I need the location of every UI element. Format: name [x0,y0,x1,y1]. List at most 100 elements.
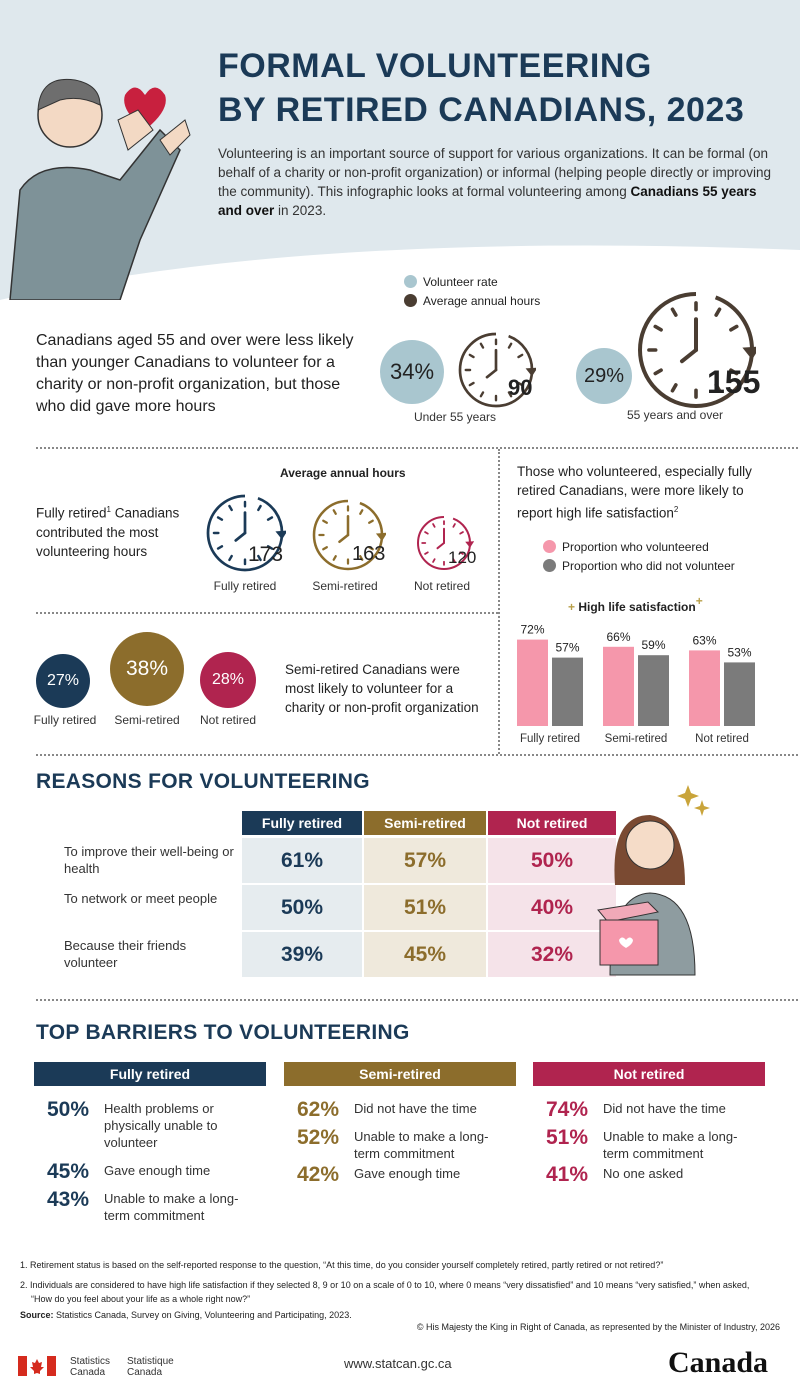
rate-under-55: 34% [380,340,444,404]
header-not: Not retired [488,811,616,835]
reason-label: Because their friends volunteer [64,938,187,970]
barrier-text: Gave enough time [104,1163,211,1178]
footnote-1: 1. Retirement status is based on the sel… [20,1260,664,1270]
reason-value: 57% [364,838,486,883]
barrier-pct: 62% [297,1098,340,1121]
rate-fully: 27% [36,654,90,708]
barrier-pct: 42% [297,1163,340,1186]
clock-icon [458,332,536,408]
reason-value: 45% [364,932,486,977]
barrier-pct: 51% [546,1126,589,1149]
barrier-pct: 41% [546,1163,589,1186]
clock-icon [206,494,286,572]
footnote-2: 2. Individuals are considered to have hi… [20,1280,750,1304]
barrier-header: Semi-retired [284,1062,516,1086]
barriers-title: TOP BARRIERS TO VOLUNTEERING [36,1021,410,1044]
barrier-text: Unable to make a long-term commitment [603,1129,738,1161]
label-55-over: 55 years and over [626,408,724,422]
canada-flag-icon [18,1356,56,1376]
hours-title: Average annual hours [280,466,406,480]
barrier-pct: 50% [47,1098,90,1121]
barrier-pct: 43% [47,1188,90,1211]
rate-55-over: 29% [576,348,632,404]
reason-value: 40% [488,885,616,930]
chart-title: + High life satisfaction+ [568,594,703,614]
age-statement: Canadians aged 55 and over were less lik… [36,332,354,415]
category-label: Not retired [695,733,749,745]
label: Fully retired [33,713,97,727]
label: Semi-retired [114,713,180,727]
category-label: Fully retired [520,733,580,745]
barrier-text: No one asked [603,1166,684,1181]
hours-fully: 173 [248,543,284,566]
divider [36,447,798,449]
barrier-text: Unable to make a long-term commitment [104,1191,239,1223]
bar-value-label: 53% [727,645,751,659]
barrier-pct: 74% [546,1098,589,1121]
rates-statement: Semi-retired Canadians were most likely … [285,662,479,715]
header-fully: Fully retired [242,811,362,835]
barrier-text: Health problems or physically unable to … [104,1101,218,1150]
divider [36,754,798,756]
label: Not retired [199,713,257,727]
divider [36,999,798,1001]
label: Fully retired [213,579,277,593]
copyright: © His Majesty the King in Right of Canad… [416,1322,780,1332]
barrier-pct: 52% [297,1126,340,1149]
intro-text: Volunteering is an important source of s… [218,146,772,218]
divider [36,612,498,614]
category-label: Semi-retired [605,733,668,745]
hours-statement: Fully retired1 Canadians contributed the… [36,505,180,559]
bar-did-not-volunteer [638,655,669,726]
clock-icon [417,516,474,570]
divider [498,449,500,754]
bar-volunteered [517,639,548,726]
reason-value: 50% [242,885,362,930]
clock-icon [638,292,756,408]
label-under-55: Under 55 years [413,410,497,424]
statcan-fr: Statistique Canada [127,1356,174,1378]
bar-value-label: 72% [520,623,544,637]
hours-55-over: 155 [707,364,761,400]
source: Source: Statistics Canada, Survey on Giv… [20,1310,352,1320]
reasons-title: REASONS FOR VOLUNTEERING [36,770,370,793]
bar-volunteered [603,646,634,726]
label: Semi-retired [312,579,378,593]
barrier-text: Did not have the time [603,1101,726,1116]
rate-semi: 38% [110,632,184,706]
page-title: FORMAL VOLUNTEERING BY RETIRED CANADIANS,… [218,47,745,129]
barrier-text: Did not have the time [354,1101,477,1116]
barrier-header: Not retired [533,1062,765,1086]
barrier-header: Fully retired [34,1062,266,1086]
website-link[interactable]: www.statcan.gc.ca [344,1356,452,1371]
canada-wordmark: Canada [668,1346,769,1379]
barrier-pct: 45% [47,1160,90,1183]
reason-label: To improve their well-being or health [64,844,234,876]
rate-not: 28% [200,652,256,708]
satisfaction-statement: Those who volunteered, especially fully … [517,464,752,521]
reason-label: To network or meet people [64,891,218,906]
bar-did-not-volunteer [552,657,583,726]
bar-volunteered [689,650,720,726]
man-with-heart-illustration [9,78,191,300]
bar-value-label: 57% [555,641,579,655]
hours-not: 120 [448,548,477,567]
satisfaction-bar-chart: 72% 57% Fully retired 66% 59% Semi-retired 63%… [517,623,755,745]
header-semi: Semi-retired [364,811,486,835]
reason-value: 51% [364,885,486,930]
clock-icon [312,499,386,571]
header-wave [0,245,800,310]
chart-legend: Proportion who volunteered Proportion wh… [543,538,735,576]
hours-under-55: 90 [508,375,533,400]
reason-value: 50% [488,838,616,883]
reason-value: 32% [488,932,616,977]
label: Not retired [413,579,471,593]
bar-did-not-volunteer [724,662,755,726]
bar-value-label: 59% [641,638,665,652]
reason-value: 39% [242,932,362,977]
barrier-text: Gave enough time [354,1166,461,1181]
bar-value-label: 63% [692,633,716,647]
age-legend: Volunteer rate Average annual hours [404,273,540,311]
reason-value: 61% [242,838,362,883]
woman-with-gift-illustration [597,785,710,976]
